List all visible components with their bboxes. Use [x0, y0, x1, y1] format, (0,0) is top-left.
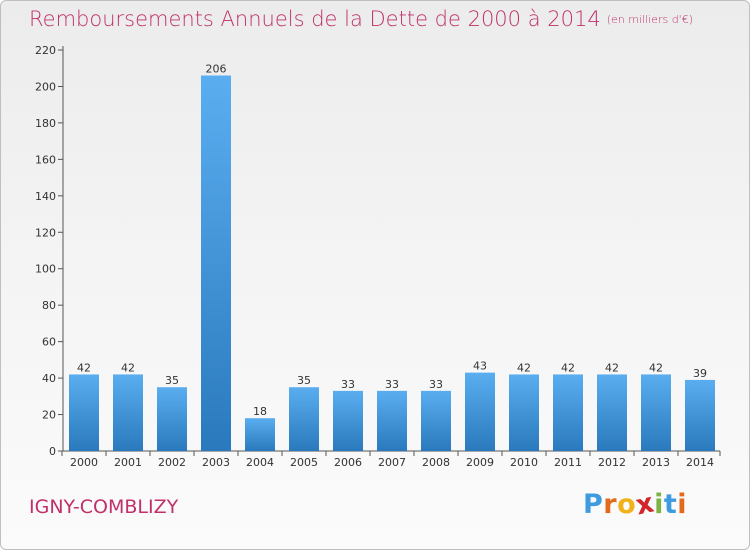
bar-2004	[245, 418, 275, 451]
x-tick-label: 2002	[158, 456, 186, 469]
x-tick-label: 2000	[70, 456, 98, 469]
x-tick-label: 2010	[510, 456, 538, 469]
logo-letter: i	[677, 489, 688, 520]
data-label: 39	[693, 367, 707, 380]
chart-subtitle: (en milliers d'€)	[606, 13, 693, 26]
bar-2009	[465, 372, 495, 451]
bar-2000	[69, 374, 99, 451]
x-tick-label: 2014	[686, 456, 714, 469]
labels: 2000 42 2001 42 2002 35 2003 206 2004 18 2005 35 200…	[70, 63, 714, 469]
x-tick-label: 2004	[246, 456, 274, 469]
y-tick-label: 180	[35, 117, 56, 130]
x-tick-label: 2006	[334, 456, 362, 469]
bar-2001	[113, 374, 143, 451]
x-tick-label: 2007	[378, 456, 406, 469]
logo-letter: t	[663, 489, 678, 520]
y-tick-label: 80	[42, 299, 56, 312]
data-label: 18	[253, 405, 267, 418]
y-tick-label: 0	[49, 445, 56, 458]
bar-2003	[201, 75, 231, 451]
data-label: 42	[605, 361, 619, 374]
chart-title-text: Remboursements Annuels de la Dette de 20…	[29, 7, 601, 31]
proxiti-logo: Proxiti	[583, 487, 688, 521]
x-tick-label: 2012	[598, 456, 626, 469]
y-tick-label: 20	[42, 409, 56, 422]
data-label: 33	[341, 378, 355, 391]
bar-2008	[421, 390, 451, 451]
y-tick-label: 40	[42, 372, 56, 385]
data-label: 42	[649, 361, 663, 374]
x-tick-label: 2003	[202, 456, 230, 469]
bar-2014	[685, 379, 715, 451]
town-name: IGNY-COMBLIZY	[29, 496, 179, 518]
data-label: 33	[429, 378, 443, 391]
bar-2010	[509, 374, 539, 451]
bar-2002	[157, 387, 187, 451]
logo-letter: P	[583, 489, 604, 520]
logo-letter: o	[617, 489, 637, 520]
bars	[69, 75, 715, 451]
y-tick-label: 140	[35, 190, 56, 203]
logo-letter: r	[603, 489, 618, 520]
x-tick-label: 2008	[422, 456, 450, 469]
bar-2012	[597, 374, 627, 451]
x-tick-label: 2005	[290, 456, 318, 469]
bar-2006	[333, 390, 363, 451]
y-tick-label: 60	[42, 336, 56, 349]
y-tick-label: 160	[35, 153, 56, 166]
x-tick-label: 2011	[554, 456, 582, 469]
data-label: 42	[121, 361, 135, 374]
x-tick-label: 2013	[642, 456, 670, 469]
y-tick-label: 200	[35, 80, 56, 93]
data-label: 206	[206, 63, 227, 76]
data-label: 35	[165, 374, 179, 387]
data-label: 35	[297, 374, 311, 387]
data-label: 42	[561, 361, 575, 374]
x-tick-label: 2001	[114, 456, 142, 469]
logo-letter: i	[654, 489, 664, 520]
bar-2007	[377, 390, 407, 451]
bar-2005	[289, 387, 319, 451]
data-label: 43	[473, 360, 487, 373]
data-label: 33	[385, 378, 399, 391]
data-label: 42	[77, 361, 91, 374]
y-tick-label: 100	[35, 263, 56, 276]
chart-title: Remboursements Annuels de la Dette de 20…	[29, 7, 693, 31]
y-tick-label: 120	[35, 226, 56, 239]
data-label: 42	[517, 361, 531, 374]
bar-2013	[641, 374, 671, 451]
y-tick-label: 220	[35, 44, 56, 57]
bar-2011	[553, 374, 583, 451]
x-tick-label: 2009	[466, 456, 494, 469]
